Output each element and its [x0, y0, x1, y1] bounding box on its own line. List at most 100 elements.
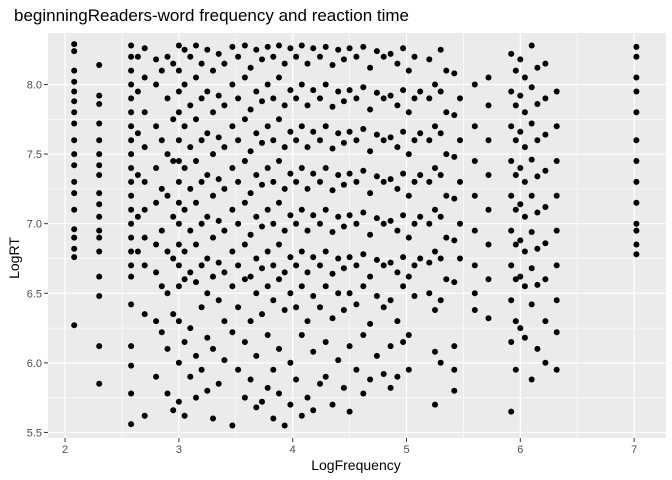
data-point: [346, 343, 353, 350]
data-point: [553, 123, 560, 130]
data-point: [353, 95, 360, 102]
data-point: [553, 88, 560, 95]
data-point: [310, 170, 317, 177]
data-point: [215, 92, 222, 99]
data-point: [457, 220, 463, 227]
data-point: [340, 139, 347, 146]
data-point: [259, 139, 265, 146]
data-point: [71, 88, 78, 95]
data-point: [528, 301, 535, 308]
data-point: [229, 422, 236, 429]
data-point: [329, 401, 336, 408]
data-point: [229, 123, 236, 130]
data-point: [96, 151, 103, 158]
data-point: [322, 248, 329, 255]
data-point: [96, 162, 103, 169]
data-point: [204, 213, 211, 220]
data-point: [451, 237, 458, 244]
data-point: [387, 384, 394, 391]
data-point: [451, 366, 458, 373]
data-point: [215, 176, 222, 183]
data-point: [287, 254, 294, 261]
data-point: [387, 259, 394, 266]
data-point: [287, 128, 294, 135]
data-point: [340, 384, 347, 391]
data-point: [229, 248, 236, 255]
data-point: [221, 60, 228, 67]
data-point: [443, 234, 450, 241]
data-point: [128, 95, 135, 102]
data-point: [317, 137, 323, 144]
data-point: [193, 352, 199, 359]
data-point: [96, 213, 103, 220]
data-point: [512, 137, 519, 144]
data-point: [367, 190, 374, 197]
data-point: [158, 283, 165, 290]
data-point: [170, 311, 177, 318]
data-point: [322, 283, 329, 290]
data-point: [457, 178, 463, 185]
data-point: [281, 227, 288, 234]
data-point: [96, 172, 103, 178]
data-point: [451, 112, 458, 119]
data-point: [204, 255, 211, 262]
data-point: [432, 248, 438, 255]
data-point: [270, 137, 277, 144]
data-point: [210, 109, 216, 116]
data-point: [141, 206, 148, 213]
data-point: [512, 172, 519, 178]
data-point: [411, 293, 418, 299]
data-point: [517, 201, 524, 208]
data-point: [411, 53, 418, 60]
data-point: [534, 173, 541, 180]
data-point: [310, 87, 317, 94]
data-point: [71, 109, 78, 116]
data-point: [329, 270, 336, 277]
data-point: [175, 178, 182, 185]
data-point: [335, 46, 342, 53]
data-point: [457, 137, 463, 144]
x-tick-label: 3: [176, 444, 182, 456]
data-point: [394, 185, 401, 192]
data-point: [432, 307, 438, 313]
data-point: [229, 329, 236, 336]
data-point: [417, 255, 424, 262]
data-point: [276, 241, 282, 248]
data-point: [400, 254, 407, 261]
data-point: [175, 318, 182, 325]
data-point: [153, 373, 160, 380]
data-point: [443, 192, 450, 199]
data-point: [276, 345, 282, 352]
data-point: [426, 137, 433, 144]
data-point: [411, 95, 418, 102]
data-point: [221, 357, 228, 364]
data-point: [193, 394, 199, 401]
data-point: [298, 206, 305, 213]
data-point: [534, 281, 541, 288]
data-point: [235, 304, 242, 311]
data-point: [253, 213, 260, 220]
data-point: [298, 412, 305, 419]
data-point: [457, 255, 463, 262]
x-tick-label: 4: [290, 444, 296, 456]
plot-panel: [48, 33, 666, 438]
data-point: [96, 273, 103, 280]
data-point: [128, 67, 135, 74]
data-point: [471, 158, 478, 164]
data-point: [405, 192, 412, 199]
data-point: [394, 60, 401, 67]
data-point: [517, 237, 524, 244]
data-point: [71, 67, 78, 74]
data-point: [534, 137, 541, 144]
data-point: [485, 137, 492, 144]
y-tick-label: 8.0: [27, 79, 42, 91]
data-point: [293, 53, 300, 60]
data-point: [235, 137, 242, 144]
data-point: [405, 109, 412, 116]
data-point: [253, 255, 260, 262]
data-point: [198, 137, 205, 144]
data-point: [633, 109, 640, 116]
data-point: [170, 116, 177, 123]
x-axis-title: LogFrequency: [311, 457, 401, 473]
